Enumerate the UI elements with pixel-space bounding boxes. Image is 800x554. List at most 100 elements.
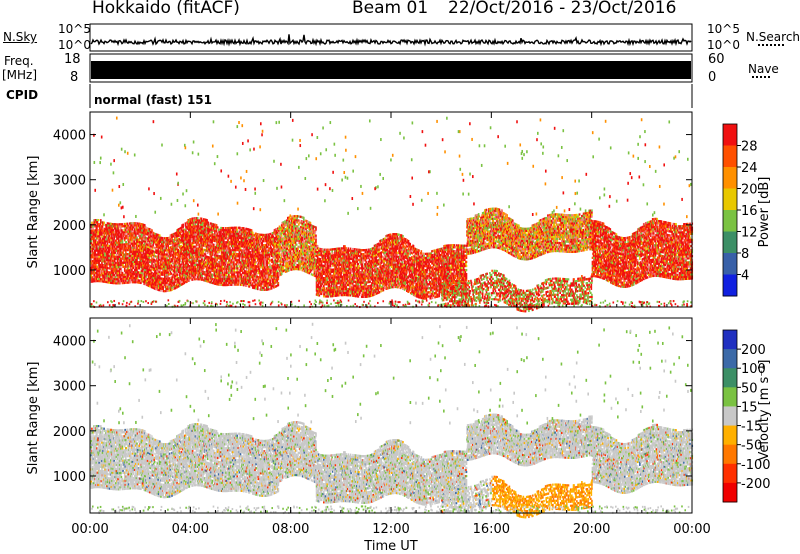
echo-cell <box>170 252 172 254</box>
echo-cell <box>129 277 131 279</box>
echo-cell <box>118 270 120 272</box>
echo-cell <box>101 227 103 229</box>
echo-cell <box>128 267 130 269</box>
echo-cell <box>96 219 98 221</box>
echo-cell <box>92 226 94 228</box>
echo-cell <box>135 234 137 236</box>
echo-cell <box>117 278 119 280</box>
echo-cell <box>112 237 114 239</box>
echo-cell <box>123 231 125 233</box>
echo-cell <box>117 268 119 270</box>
echo-cell <box>123 282 125 284</box>
echo-cell <box>127 235 129 237</box>
echo-cell <box>92 254 94 256</box>
echo-cell <box>113 235 115 237</box>
echo-cell <box>122 243 124 245</box>
echo-cell <box>126 247 128 249</box>
echo-cell <box>130 271 132 273</box>
echo-cell <box>119 256 121 258</box>
echo-cell <box>133 245 135 247</box>
echo-cell <box>153 246 155 248</box>
echo-cell <box>125 280 127 282</box>
echo-cell <box>118 250 120 252</box>
echo-cell <box>116 280 118 282</box>
echo-cell <box>91 240 93 242</box>
echo-cell <box>133 273 135 275</box>
echo-cell <box>113 282 115 284</box>
echo-cell <box>167 290 169 292</box>
echo-cell <box>93 278 95 280</box>
echo-cell <box>119 264 121 266</box>
noise-panel-frame <box>90 24 692 51</box>
echo-cell <box>101 234 103 236</box>
echo-cell <box>103 268 105 270</box>
echo-cell <box>166 245 168 247</box>
echo-cell <box>117 227 119 229</box>
echo-cell <box>104 277 106 279</box>
echo-cell <box>126 227 128 229</box>
echo-cell <box>91 234 93 236</box>
echo-cell <box>121 258 123 260</box>
echo-cell <box>113 254 115 256</box>
echo-cell <box>108 251 110 253</box>
echo-cell <box>133 271 135 273</box>
echo-cell <box>121 229 123 231</box>
echo-cell <box>122 223 124 225</box>
echo-cell <box>130 247 132 249</box>
echo-cell <box>125 231 127 233</box>
echo-cell <box>114 262 116 264</box>
echo-cell <box>125 245 127 247</box>
echo-cell <box>127 259 129 261</box>
echo-cell <box>96 272 98 274</box>
echo-cell <box>123 278 125 280</box>
echo-cell <box>167 243 169 245</box>
echo-cell <box>122 282 124 284</box>
echo-cell <box>125 282 127 284</box>
echo-cell <box>135 279 137 281</box>
echo-cell <box>122 272 124 274</box>
echo-cell <box>99 223 101 225</box>
echo-cell <box>126 243 128 245</box>
echo-cell <box>99 260 101 262</box>
echo-cell <box>171 250 173 252</box>
echo-cell <box>135 281 137 283</box>
echo-cell <box>162 286 164 288</box>
echo-cell <box>125 261 127 263</box>
echo-cell <box>139 280 141 282</box>
echo-cell <box>162 259 164 261</box>
echo-cell <box>93 237 95 239</box>
echo-cell <box>151 235 153 237</box>
echo-cell <box>153 232 155 234</box>
echo-cell <box>166 251 168 253</box>
echo-cell <box>170 254 172 256</box>
echo-cell <box>114 227 116 229</box>
echo-cell <box>127 275 129 277</box>
echo-cell <box>93 229 95 231</box>
echo-cell <box>101 236 103 238</box>
echo-cell <box>101 272 103 274</box>
echo-cell <box>95 264 97 266</box>
echo-cell <box>162 237 164 239</box>
echo-cell <box>118 229 120 231</box>
echo-cell <box>120 250 122 252</box>
echo-cell <box>94 274 96 276</box>
echo-cell <box>125 223 127 225</box>
echo-cell <box>121 278 123 280</box>
echo-cell <box>103 222 105 224</box>
echo-cell <box>122 235 124 237</box>
echo-cell <box>102 225 104 227</box>
echo-cell <box>99 235 101 237</box>
echo-cell <box>175 255 177 257</box>
echo-cell <box>111 241 113 243</box>
echo-cell <box>163 251 165 253</box>
echo-cell <box>93 244 95 246</box>
echo-cell <box>95 239 97 241</box>
echo-cell <box>131 269 133 271</box>
echo-cell <box>106 234 108 236</box>
echo-cell <box>101 262 103 264</box>
noise-trace <box>91 34 691 44</box>
echo-cell <box>108 255 110 257</box>
echo-cell <box>158 289 160 291</box>
echo-cell <box>127 225 129 227</box>
echo-cell <box>131 232 133 234</box>
